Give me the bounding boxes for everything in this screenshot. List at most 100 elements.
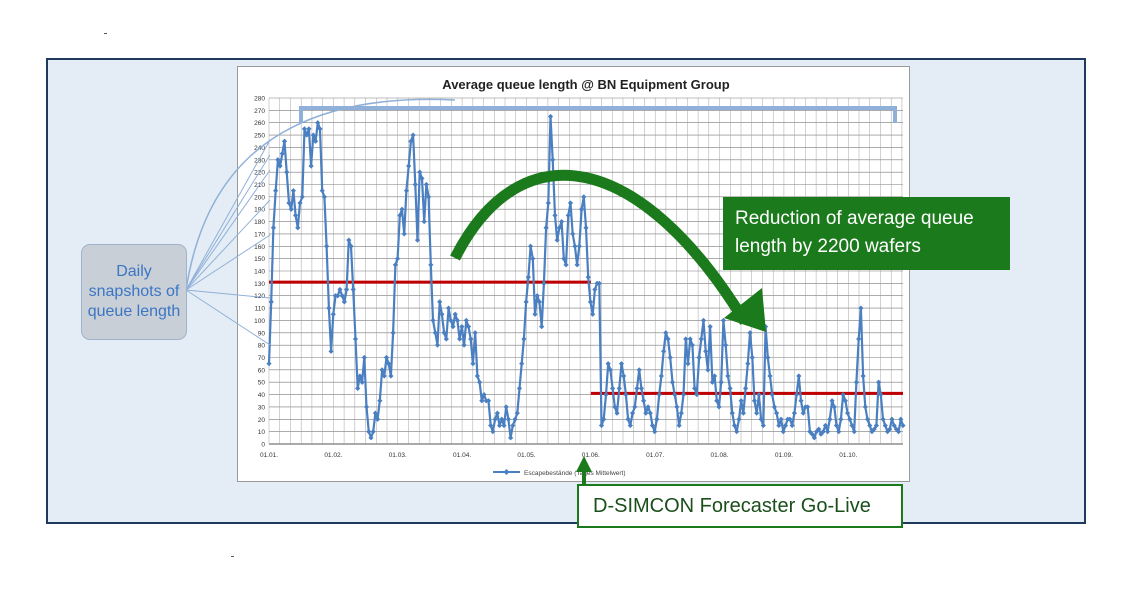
data-point bbox=[674, 404, 680, 410]
data-point bbox=[494, 410, 500, 416]
data-point bbox=[669, 379, 676, 385]
data-point bbox=[496, 422, 503, 429]
data-point bbox=[842, 398, 848, 404]
data-point bbox=[656, 391, 662, 398]
x-tick-label: 01.10. bbox=[839, 452, 857, 459]
data-point bbox=[900, 422, 906, 429]
data-point bbox=[547, 113, 554, 120]
data-point bbox=[734, 429, 740, 435]
data-point bbox=[576, 243, 582, 249]
y-tick-label: 110 bbox=[255, 306, 266, 313]
data-point bbox=[729, 410, 735, 416]
x-tick-label: 01.08. bbox=[711, 452, 729, 459]
data-point bbox=[636, 367, 642, 373]
data-point bbox=[328, 348, 334, 354]
data-point bbox=[782, 422, 789, 429]
data-point bbox=[514, 410, 520, 416]
data-point bbox=[641, 398, 647, 404]
data-point bbox=[829, 398, 835, 404]
data-point bbox=[800, 410, 806, 416]
data-point bbox=[791, 410, 797, 416]
data-point bbox=[324, 243, 330, 249]
y-tick-label: 260 bbox=[254, 120, 265, 127]
x-tick-label: 01.01. bbox=[260, 452, 278, 459]
data-point bbox=[457, 336, 463, 342]
data-point bbox=[813, 429, 820, 435]
data-point bbox=[836, 429, 842, 435]
data-point bbox=[707, 324, 713, 330]
data-point bbox=[450, 324, 456, 330]
queue-length-chart: Average queue length @ BN Equipment Grou… bbox=[254, 77, 906, 477]
data-point bbox=[769, 391, 775, 398]
data-point bbox=[663, 330, 669, 336]
data-point bbox=[379, 367, 385, 373]
x-axis-ticks: 01.01. 01.02. 01.03. 01.04. 01.05. 01.06. 01.0… bbox=[260, 452, 858, 459]
data-point bbox=[851, 429, 857, 435]
y-tick-label: 60 bbox=[258, 367, 266, 374]
data-point bbox=[306, 126, 312, 132]
y-tick-label: 10 bbox=[258, 429, 266, 436]
data-point bbox=[370, 429, 376, 435]
data-point bbox=[616, 385, 622, 391]
data-point bbox=[743, 385, 749, 391]
y-tick-label: 240 bbox=[254, 145, 265, 152]
y-tick-label: 50 bbox=[258, 380, 266, 387]
data-point bbox=[876, 379, 882, 385]
data-point bbox=[654, 416, 660, 422]
data-point bbox=[545, 200, 551, 206]
data-point bbox=[811, 435, 817, 441]
data-point bbox=[798, 398, 804, 404]
data-point bbox=[516, 385, 523, 391]
data-point bbox=[645, 404, 651, 410]
data-point bbox=[559, 218, 565, 225]
data-point bbox=[895, 429, 902, 435]
data-point bbox=[882, 422, 888, 429]
data-point bbox=[363, 404, 370, 410]
data-point bbox=[355, 385, 361, 391]
reduction-callout-text: Reduction of average queue length by 220… bbox=[735, 208, 974, 257]
data-point bbox=[898, 416, 904, 422]
data-point bbox=[583, 225, 589, 231]
x-tick-label: 01.03. bbox=[389, 452, 407, 459]
data-point bbox=[738, 398, 744, 404]
data-point bbox=[565, 212, 571, 218]
data-point bbox=[767, 373, 773, 379]
data-point bbox=[357, 373, 363, 379]
y-tick-label: 20 bbox=[258, 417, 266, 424]
data-point bbox=[377, 398, 383, 404]
data-point bbox=[330, 311, 336, 317]
y-tick-label: 250 bbox=[254, 133, 265, 140]
data-point bbox=[290, 188, 296, 194]
y-tick-label: 30 bbox=[258, 404, 266, 411]
data-point bbox=[820, 429, 826, 435]
data-point bbox=[638, 385, 645, 391]
data-point bbox=[406, 163, 412, 169]
data-point bbox=[678, 410, 684, 416]
data-point bbox=[689, 342, 696, 348]
y-tick-label: 80 bbox=[258, 343, 266, 350]
data-point bbox=[774, 410, 780, 416]
data-point bbox=[831, 404, 837, 410]
data-point bbox=[893, 426, 899, 432]
data-point bbox=[490, 429, 496, 435]
data-point bbox=[860, 373, 866, 379]
data-point bbox=[807, 429, 813, 435]
y-tick-label: 140 bbox=[254, 269, 265, 276]
data-point bbox=[672, 391, 678, 398]
series-queue-length bbox=[266, 113, 906, 441]
data-point bbox=[472, 330, 478, 336]
data-point bbox=[676, 422, 682, 429]
data-point bbox=[452, 311, 458, 317]
data-point bbox=[629, 410, 636, 416]
data-point bbox=[778, 416, 784, 422]
chart-title: Average queue length @ BN Equipment Grou… bbox=[442, 77, 729, 92]
data-point bbox=[437, 299, 443, 305]
y-tick-label: 130 bbox=[254, 281, 265, 288]
data-point bbox=[603, 391, 609, 398]
data-point bbox=[521, 336, 527, 342]
data-point bbox=[780, 429, 786, 435]
data-point bbox=[776, 422, 782, 429]
data-point bbox=[867, 422, 873, 429]
data-point bbox=[649, 422, 656, 429]
data-point bbox=[532, 311, 538, 317]
